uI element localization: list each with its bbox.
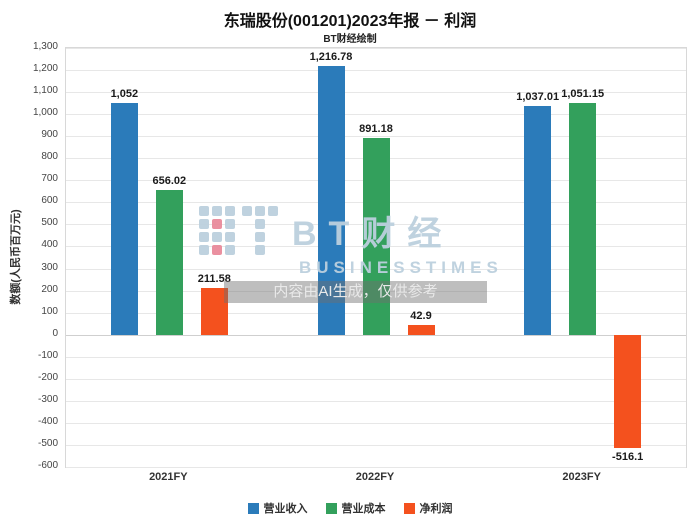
watermark: BT财经 BUSINESSTIMES: [199, 206, 503, 278]
bar: [317, 66, 345, 335]
y-tick-label: -200: [37, 371, 58, 383]
bar-value-label: 1,037.01: [516, 90, 560, 103]
logo-dot: [255, 232, 265, 242]
logo-dot: [242, 232, 252, 242]
logo-dot: [212, 232, 222, 242]
logo-dot: [268, 206, 278, 216]
logo-dot: [212, 206, 222, 216]
bt-logo-t-grid-icon: [242, 206, 278, 255]
grid-line: [66, 334, 686, 336]
bar-value-label: 211.58: [197, 273, 231, 286]
legend-item: 净利润: [403, 500, 453, 516]
plot-area: BT财经 BUSINESSTIMES 内容由AI生成，仅供参考 1,052 656…: [65, 47, 687, 468]
y-tick-label: 200: [41, 283, 58, 295]
legend-swatch: [403, 502, 415, 514]
ai-generated-notice: 内容由AI生成，仅供参考: [224, 281, 487, 303]
grid-line: [66, 114, 686, 116]
y-tick-label: 1,000: [32, 107, 58, 119]
bar-value-label: 1,052: [110, 87, 139, 100]
legend: 营业收入 营业成本 净利润: [0, 500, 700, 516]
logo-dot: [225, 232, 235, 242]
legend-label: 净利润: [419, 503, 453, 515]
bar-value-label: 656.02: [152, 175, 187, 187]
y-tick-label: 400: [41, 239, 58, 251]
x-axis-label: 2022FY: [355, 471, 395, 483]
bar-value-label: 1,216.78: [309, 51, 353, 64]
grid-line: [66, 422, 686, 424]
logo-dot: [268, 232, 278, 242]
watermark-brand-row: BT财经: [199, 206, 503, 255]
y-tick-label: -500: [37, 437, 58, 449]
y-tick-label: 100: [41, 305, 58, 317]
bar: [614, 334, 642, 449]
bt-logo-icon: [199, 206, 278, 255]
bar: [200, 288, 228, 335]
logo-dot: [199, 232, 209, 242]
y-tick-label: 800: [41, 151, 58, 163]
legend-item: 营业成本: [325, 500, 386, 516]
grid-line: [66, 136, 686, 138]
y-tick-label: -600: [37, 460, 58, 471]
y-tick-label: -100: [37, 349, 58, 361]
grid-line: [66, 467, 686, 468]
bar: [569, 102, 597, 335]
grid-line: [66, 378, 686, 380]
chart-title: 东瑞股份(001201)2023年报 － 利润: [223, 13, 477, 30]
y-tick-label: -400: [37, 415, 58, 427]
y-tick-label: 1,100: [32, 85, 58, 97]
bar: [407, 325, 435, 335]
y-tick-label: 1,200: [32, 63, 58, 75]
y-tick-label: 700: [41, 173, 58, 185]
bar-value-label: 1,051.15: [561, 87, 605, 100]
grid-line: [66, 356, 686, 358]
y-tick-label: 300: [41, 261, 58, 273]
bar-value-label: 42.9: [410, 310, 432, 323]
logo-dot: [255, 206, 265, 216]
bar: [110, 102, 138, 335]
bt-logo-b-grid-icon: [199, 206, 235, 255]
y-tick-label: -300: [37, 393, 58, 405]
legend-swatch: [325, 502, 337, 514]
legend-swatch: [247, 502, 259, 514]
legend-item: 营业收入: [247, 500, 308, 516]
bar-value-label: -516.1: [612, 451, 644, 464]
chart-subtitle: BT财经绘制: [323, 34, 377, 45]
logo-dot: [242, 206, 252, 216]
bar-value-label: 891.18: [359, 123, 393, 136]
x-axis-label: 2023FY: [562, 471, 601, 483]
logo-dot: [225, 206, 235, 216]
y-tick-label: 500: [41, 217, 58, 229]
grid-line: [66, 92, 686, 94]
legend-label: 营业收入: [263, 503, 308, 515]
y-tick-label: 900: [41, 129, 58, 141]
y-tick-label: 600: [41, 195, 58, 207]
bar: [155, 190, 183, 335]
y-tick-label: 0: [52, 327, 58, 339]
grid-line: [66, 444, 686, 446]
grid-line: [66, 48, 686, 49]
y-tick-label: 1,300: [32, 41, 58, 52]
x-axis-label: 2021FY: [149, 471, 188, 483]
grid-line: [66, 70, 686, 72]
legend-label: 营业成本: [341, 503, 386, 515]
bar: [524, 105, 552, 335]
grid-line: [66, 400, 686, 402]
logo-dot: [199, 206, 209, 216]
bar: [362, 138, 390, 335]
